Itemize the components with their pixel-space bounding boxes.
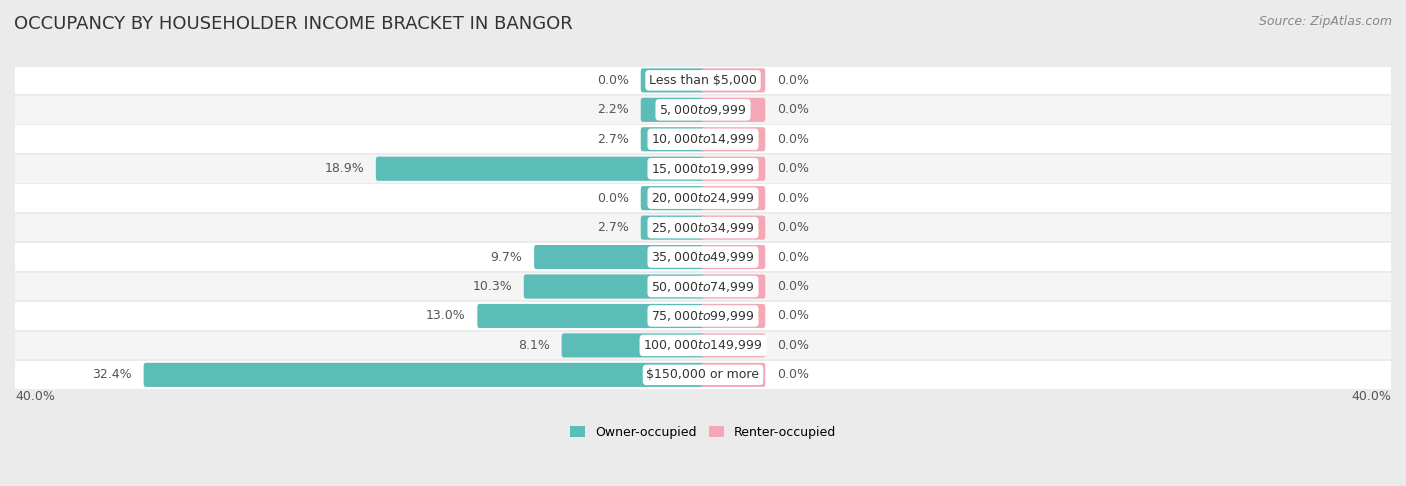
Bar: [0, 184, 1406, 212]
Text: 40.0%: 40.0%: [15, 390, 55, 402]
FancyBboxPatch shape: [524, 275, 704, 298]
Text: 0.0%: 0.0%: [778, 191, 808, 205]
Text: 0.0%: 0.0%: [778, 104, 808, 116]
FancyBboxPatch shape: [702, 245, 765, 269]
FancyBboxPatch shape: [702, 98, 765, 122]
FancyBboxPatch shape: [641, 186, 704, 210]
FancyBboxPatch shape: [702, 156, 765, 181]
Text: $150,000 or more: $150,000 or more: [647, 368, 759, 382]
Text: 32.4%: 32.4%: [93, 368, 132, 382]
FancyBboxPatch shape: [702, 363, 765, 387]
Text: 0.0%: 0.0%: [598, 191, 628, 205]
Bar: [0, 273, 1406, 300]
Text: 0.0%: 0.0%: [778, 133, 808, 146]
FancyBboxPatch shape: [477, 304, 704, 328]
Text: $10,000 to $14,999: $10,000 to $14,999: [651, 132, 755, 146]
Text: 2.2%: 2.2%: [598, 104, 628, 116]
FancyBboxPatch shape: [641, 98, 704, 122]
FancyBboxPatch shape: [561, 333, 704, 358]
Text: $5,000 to $9,999: $5,000 to $9,999: [659, 103, 747, 117]
FancyBboxPatch shape: [375, 156, 704, 181]
Text: 10.3%: 10.3%: [472, 280, 512, 293]
Text: 40.0%: 40.0%: [1351, 390, 1391, 402]
Text: 0.0%: 0.0%: [598, 74, 628, 87]
Text: 18.9%: 18.9%: [325, 162, 364, 175]
Text: Source: ZipAtlas.com: Source: ZipAtlas.com: [1258, 15, 1392, 28]
Text: 0.0%: 0.0%: [778, 368, 808, 382]
FancyBboxPatch shape: [641, 69, 704, 92]
Legend: Owner-occupied, Renter-occupied: Owner-occupied, Renter-occupied: [565, 420, 841, 444]
FancyBboxPatch shape: [702, 333, 765, 358]
Bar: [0, 125, 1406, 153]
Text: $50,000 to $74,999: $50,000 to $74,999: [651, 279, 755, 294]
Bar: [0, 361, 1406, 389]
Text: 9.7%: 9.7%: [491, 251, 523, 263]
Text: 2.7%: 2.7%: [598, 221, 628, 234]
Bar: [0, 155, 1406, 183]
Text: 0.0%: 0.0%: [778, 310, 808, 322]
Text: 0.0%: 0.0%: [778, 221, 808, 234]
Text: 8.1%: 8.1%: [517, 339, 550, 352]
Text: 0.0%: 0.0%: [778, 280, 808, 293]
Text: $15,000 to $19,999: $15,000 to $19,999: [651, 162, 755, 176]
Bar: [0, 243, 1406, 271]
Bar: [0, 302, 1406, 330]
Text: $20,000 to $24,999: $20,000 to $24,999: [651, 191, 755, 205]
Bar: [0, 214, 1406, 242]
FancyBboxPatch shape: [702, 127, 765, 151]
Text: $75,000 to $99,999: $75,000 to $99,999: [651, 309, 755, 323]
Bar: [0, 67, 1406, 94]
Bar: [0, 96, 1406, 123]
FancyBboxPatch shape: [702, 186, 765, 210]
Text: 0.0%: 0.0%: [778, 162, 808, 175]
Text: 0.0%: 0.0%: [778, 74, 808, 87]
Text: OCCUPANCY BY HOUSEHOLDER INCOME BRACKET IN BANGOR: OCCUPANCY BY HOUSEHOLDER INCOME BRACKET …: [14, 15, 572, 33]
FancyBboxPatch shape: [702, 216, 765, 240]
FancyBboxPatch shape: [534, 245, 704, 269]
FancyBboxPatch shape: [641, 127, 704, 151]
Bar: [0, 331, 1406, 359]
FancyBboxPatch shape: [702, 304, 765, 328]
Text: 13.0%: 13.0%: [426, 310, 465, 322]
Text: 2.7%: 2.7%: [598, 133, 628, 146]
FancyBboxPatch shape: [143, 363, 704, 387]
Text: 0.0%: 0.0%: [778, 339, 808, 352]
Text: $35,000 to $49,999: $35,000 to $49,999: [651, 250, 755, 264]
FancyBboxPatch shape: [702, 69, 765, 92]
FancyBboxPatch shape: [641, 216, 704, 240]
Text: 0.0%: 0.0%: [778, 251, 808, 263]
FancyBboxPatch shape: [702, 275, 765, 298]
Text: $25,000 to $34,999: $25,000 to $34,999: [651, 221, 755, 235]
Text: Less than $5,000: Less than $5,000: [650, 74, 756, 87]
Text: $100,000 to $149,999: $100,000 to $149,999: [644, 338, 762, 352]
